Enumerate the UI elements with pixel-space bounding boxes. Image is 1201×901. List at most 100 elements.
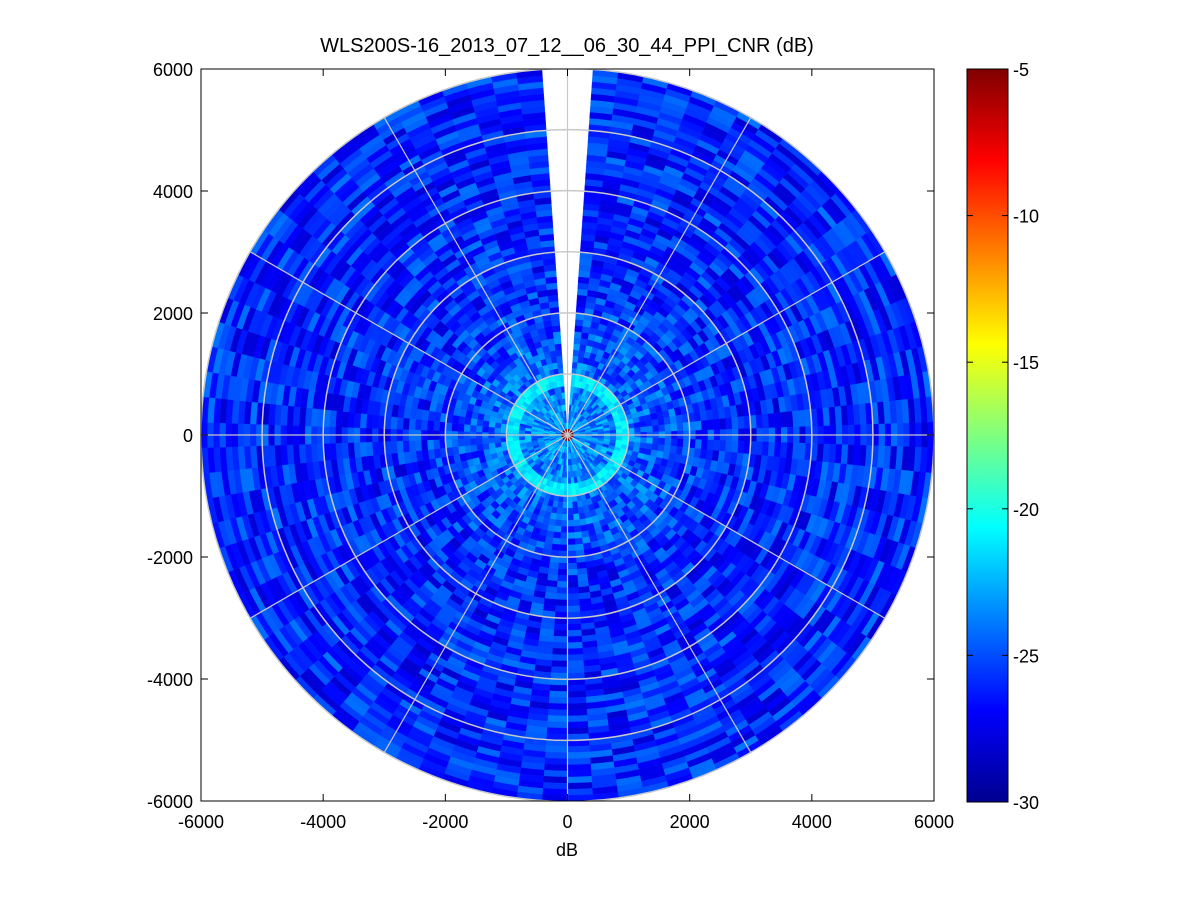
ppi-cell bbox=[634, 437, 641, 443]
ppi-cell bbox=[646, 425, 654, 433]
ppi-cell bbox=[341, 442, 350, 459]
ppi-cell bbox=[574, 325, 584, 333]
ppi-cell bbox=[725, 440, 733, 453]
ppi-cell bbox=[341, 411, 350, 428]
ppi-cell bbox=[557, 574, 568, 582]
ppi-cell bbox=[567, 702, 587, 711]
ppi-cell bbox=[567, 520, 575, 527]
ppi-cell bbox=[700, 420, 709, 431]
ppi-cell bbox=[544, 757, 568, 766]
ppi-cell bbox=[603, 430, 611, 434]
ppi-cell bbox=[567, 501, 573, 509]
ppi-cell bbox=[396, 416, 404, 430]
ppi-cell bbox=[546, 727, 568, 735]
ppi-cell bbox=[574, 537, 584, 545]
ppi-cell bbox=[755, 414, 764, 429]
ppi-cell bbox=[556, 581, 568, 588]
ppi-cell bbox=[663, 444, 671, 454]
ppi-cell bbox=[552, 331, 561, 339]
ppi-cell bbox=[347, 442, 356, 459]
ppi-cell bbox=[524, 436, 532, 440]
ppi-cell bbox=[553, 629, 568, 637]
ppi-cell bbox=[563, 489, 568, 497]
ppi-cell bbox=[550, 356, 558, 364]
ppi-cell bbox=[426, 439, 435, 450]
ppi-cell bbox=[426, 420, 435, 431]
ppi-cell bbox=[645, 419, 653, 427]
ppi-cell bbox=[562, 501, 568, 509]
ppi-cell bbox=[567, 605, 581, 613]
ppi-cell bbox=[546, 573, 558, 582]
ppi-cell bbox=[567, 684, 586, 692]
ppi-cell bbox=[785, 411, 794, 428]
ppi-cell bbox=[567, 593, 580, 601]
ppi-cell bbox=[577, 288, 589, 297]
ppi-cell bbox=[457, 415, 466, 425]
ppi-cell bbox=[567, 769, 592, 778]
ppi-cell bbox=[669, 415, 678, 425]
ppi-cell bbox=[707, 419, 715, 431]
ppi-cell bbox=[573, 343, 581, 351]
ppi-cell bbox=[414, 418, 422, 431]
ppi-cell bbox=[494, 441, 502, 448]
ppi-cell bbox=[548, 690, 568, 698]
ppi-cell bbox=[353, 442, 362, 458]
ppi-cell bbox=[761, 413, 770, 429]
ppi-cell bbox=[773, 412, 782, 428]
ppi-cell bbox=[560, 526, 568, 533]
ppi-cell bbox=[557, 568, 568, 576]
ppi-cell bbox=[518, 436, 526, 441]
ppi-cell bbox=[572, 513, 580, 521]
ppi-cell bbox=[570, 483, 576, 491]
ppi-cell bbox=[557, 562, 568, 570]
ppi-cell bbox=[559, 544, 568, 552]
ppi-cell bbox=[577, 506, 585, 514]
ppi-cell bbox=[562, 495, 568, 503]
ppi-cell bbox=[371, 441, 380, 456]
ppi-cell bbox=[414, 439, 422, 452]
ppi-cell bbox=[773, 442, 782, 458]
ppi-cell bbox=[390, 416, 398, 430]
ppi-cell bbox=[755, 441, 764, 456]
ppi-cell bbox=[561, 514, 568, 521]
ppi-cell bbox=[700, 439, 709, 450]
ppi-cell bbox=[402, 417, 410, 430]
ppi-cell bbox=[767, 413, 776, 429]
ppi-cell bbox=[494, 437, 501, 443]
ppi-cell bbox=[574, 543, 584, 551]
ppi-cell bbox=[725, 417, 733, 430]
ppi-cell bbox=[634, 427, 641, 433]
ppi-cell bbox=[547, 567, 559, 576]
ppi-cell bbox=[408, 440, 416, 452]
ppi-cell bbox=[576, 294, 588, 303]
ppi-cell bbox=[567, 538, 576, 546]
ppi-cell bbox=[432, 439, 441, 450]
ppi-cell bbox=[658, 424, 666, 433]
ppi-cell bbox=[567, 495, 573, 503]
ppi-cell bbox=[549, 350, 557, 358]
ppi-cell bbox=[664, 423, 672, 432]
ppi-cell bbox=[556, 587, 568, 595]
ppi-cell bbox=[657, 417, 665, 426]
ppi-cell bbox=[615, 429, 623, 434]
ppi-cell bbox=[543, 763, 568, 772]
ppi-cell bbox=[567, 514, 574, 521]
ppi-cell bbox=[719, 440, 727, 452]
ppi-cell bbox=[547, 715, 568, 723]
ppi-cell bbox=[396, 440, 404, 454]
ppi-cell bbox=[670, 423, 678, 432]
ppi-cell bbox=[567, 660, 584, 668]
ppi-cell bbox=[560, 520, 568, 527]
ppi-cell bbox=[553, 337, 562, 345]
ppi-cell bbox=[731, 440, 739, 454]
ppi-cell bbox=[548, 561, 559, 570]
ppi-cell bbox=[578, 512, 586, 520]
ppi-cell bbox=[779, 411, 788, 428]
ppi-cell bbox=[546, 721, 568, 729]
ppi-cell bbox=[560, 532, 568, 540]
ppi-cell bbox=[475, 437, 483, 445]
ppi-cell bbox=[548, 300, 559, 309]
ppi-cell bbox=[664, 438, 672, 447]
ppi-cell bbox=[737, 440, 745, 454]
ppi-cell bbox=[553, 623, 568, 631]
